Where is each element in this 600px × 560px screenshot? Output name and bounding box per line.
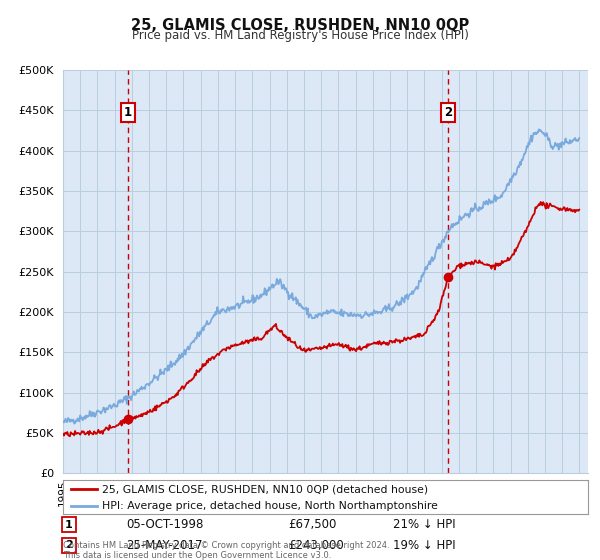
Text: 21% ↓ HPI: 21% ↓ HPI (393, 518, 455, 531)
Text: £67,500: £67,500 (288, 518, 337, 531)
Text: 25, GLAMIS CLOSE, RUSHDEN, NN10 0QP (detached house): 25, GLAMIS CLOSE, RUSHDEN, NN10 0QP (det… (103, 484, 428, 494)
Text: Contains HM Land Registry data © Crown copyright and database right 2024.
This d: Contains HM Land Registry data © Crown c… (63, 540, 389, 560)
Text: 05-OCT-1998: 05-OCT-1998 (126, 518, 203, 531)
Text: 2: 2 (65, 540, 73, 550)
Text: 1: 1 (65, 520, 73, 530)
Text: 19% ↓ HPI: 19% ↓ HPI (393, 539, 455, 552)
Text: 2: 2 (445, 106, 452, 119)
Text: HPI: Average price, detached house, North Northamptonshire: HPI: Average price, detached house, Nort… (103, 501, 438, 511)
Text: 25-MAY-2017: 25-MAY-2017 (126, 539, 203, 552)
Text: 1: 1 (124, 106, 132, 119)
Text: Price paid vs. HM Land Registry's House Price Index (HPI): Price paid vs. HM Land Registry's House … (131, 29, 469, 42)
Text: 25, GLAMIS CLOSE, RUSHDEN, NN10 0QP: 25, GLAMIS CLOSE, RUSHDEN, NN10 0QP (131, 18, 469, 33)
Text: £243,000: £243,000 (288, 539, 344, 552)
